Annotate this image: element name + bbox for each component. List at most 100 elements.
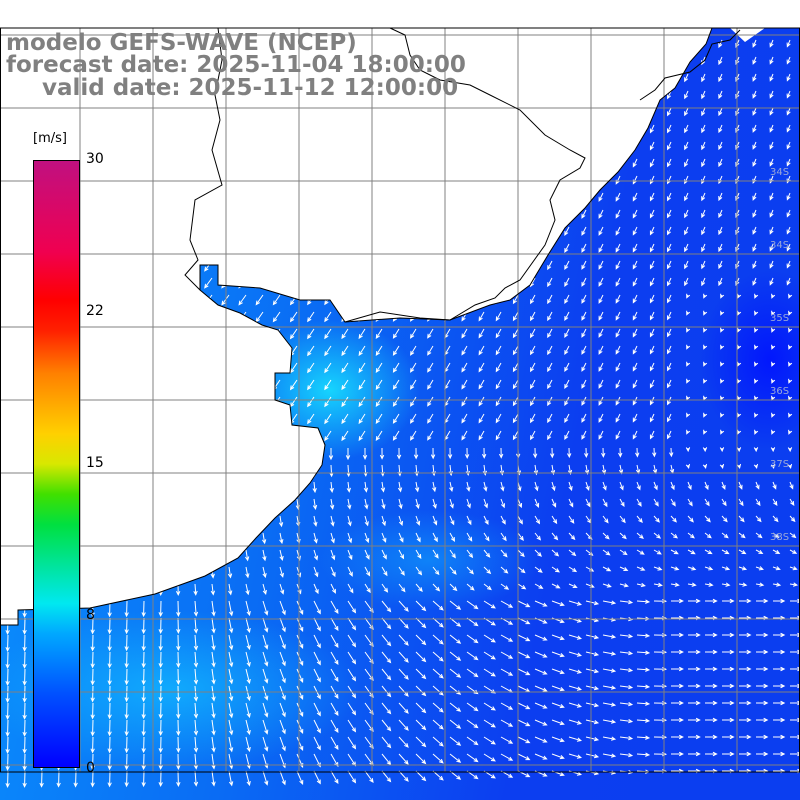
wind-arrow: [398, 549, 405, 560]
wind-arrow: [534, 566, 543, 573]
wind-arrow: [602, 549, 611, 556]
wind-arrow: [739, 683, 752, 689]
wind-arrow: [773, 598, 786, 604]
wind-arrow: [375, 379, 383, 390]
wind-arrow: [667, 192, 672, 202]
wind-arrow: [478, 328, 485, 339]
wind-arrow: [598, 243, 604, 253]
wind-arrow: [141, 736, 146, 754]
wind-arrow: [703, 293, 708, 299]
wind-arrow: [495, 396, 502, 407]
wind-arrow: [568, 753, 582, 759]
wind-arrow: [585, 651, 600, 657]
wind-arrow: [653, 515, 660, 523]
wind-arrow: [228, 668, 234, 685]
wind-arrow: [615, 328, 621, 338]
wind-arrow: [90, 770, 95, 788]
wind-arrow: [632, 413, 638, 423]
wind-arrow: [737, 412, 742, 418]
wind-arrow: [705, 751, 718, 757]
wind-arrow: [375, 328, 383, 339]
wind-arrow: [551, 515, 558, 525]
wind-arrow: [585, 719, 600, 725]
wind-arrow: [649, 311, 655, 321]
wind-arrow: [686, 327, 691, 333]
wind-arrow: [686, 429, 691, 435]
wind-arrow: [788, 344, 793, 350]
wind-arrow: [585, 702, 600, 708]
wind-arrow: [703, 344, 708, 350]
wind-arrow: [90, 634, 95, 652]
wind-arrow: [718, 141, 723, 151]
wind-arrow: [313, 617, 321, 632]
wind-arrow: [649, 413, 655, 423]
wind-arrow: [141, 753, 146, 771]
wind-arrow: [722, 666, 735, 672]
wind-arrow: [483, 600, 496, 609]
wind-arrow: [392, 362, 400, 373]
wind-arrow: [466, 736, 479, 746]
wind-arrow: [512, 362, 519, 373]
wind-arrow: [786, 90, 791, 99]
wind-arrow: [688, 598, 701, 604]
wind-arrow: [772, 515, 779, 523]
wind-arrow: [737, 378, 742, 384]
wind-arrow: [449, 719, 462, 729]
wind-arrow: [688, 632, 701, 638]
wind-arrow: [788, 378, 793, 384]
wind-arrow: [581, 379, 587, 389]
wind-arrow: [107, 634, 112, 652]
wind-arrow: [466, 481, 471, 492]
wind-arrow: [667, 311, 672, 321]
wind-arrow: [649, 226, 655, 236]
wind-arrow: [512, 345, 519, 356]
wind-arrow: [602, 481, 607, 491]
wind-arrow: [228, 719, 234, 736]
wind-arrow: [364, 566, 371, 577]
wind-arrow: [313, 583, 319, 595]
wind-arrow: [667, 379, 672, 389]
wind-arrow: [449, 481, 454, 493]
wind-arrow: [211, 651, 216, 668]
country-border: [344, 27, 586, 323]
wind-arrow: [534, 498, 540, 508]
wind-arrow: [756, 700, 769, 706]
wind-arrow: [22, 736, 27, 754]
wind-arrow: [358, 430, 366, 442]
wind-arrow: [512, 379, 519, 390]
wind-arrow: [551, 549, 560, 557]
wind-arrow: [564, 345, 570, 356]
wind-arrow: [684, 209, 689, 219]
wind-arrow: [381, 702, 392, 715]
wind-arrow: [756, 649, 769, 655]
wind-arrow: [478, 362, 485, 373]
wind-arrow: [296, 719, 304, 734]
wind-arrow: [141, 668, 146, 686]
wind-arrow: [771, 361, 776, 367]
wind-arrow: [564, 311, 570, 322]
wind-arrow: [158, 685, 163, 703]
wind-arrow: [788, 293, 793, 299]
wind-arrow: [347, 583, 354, 594]
wind-arrow: [124, 600, 129, 618]
wind-arrow: [718, 90, 723, 100]
wind-arrow: [752, 56, 757, 65]
wind-arrow: [141, 600, 146, 618]
wind-arrow: [410, 328, 417, 339]
wind-arrow: [671, 700, 684, 706]
wind-arrow: [688, 734, 701, 740]
wind-arrow: [228, 702, 234, 719]
wind-arrow: [124, 668, 129, 686]
wind-arrow: [461, 328, 468, 339]
wind-arrow: [602, 668, 617, 673]
wind-arrow: [307, 379, 315, 391]
wind-arrow: [415, 753, 427, 765]
wind-arrow: [687, 582, 697, 587]
wind-arrow: [392, 328, 400, 339]
wind-arrow: [211, 600, 216, 617]
wind-arrow: [517, 583, 527, 590]
wind-arrow: [262, 719, 269, 735]
wind-arrow: [688, 751, 701, 757]
wind-arrow: [786, 39, 791, 48]
wind-arrow: [636, 515, 643, 524]
